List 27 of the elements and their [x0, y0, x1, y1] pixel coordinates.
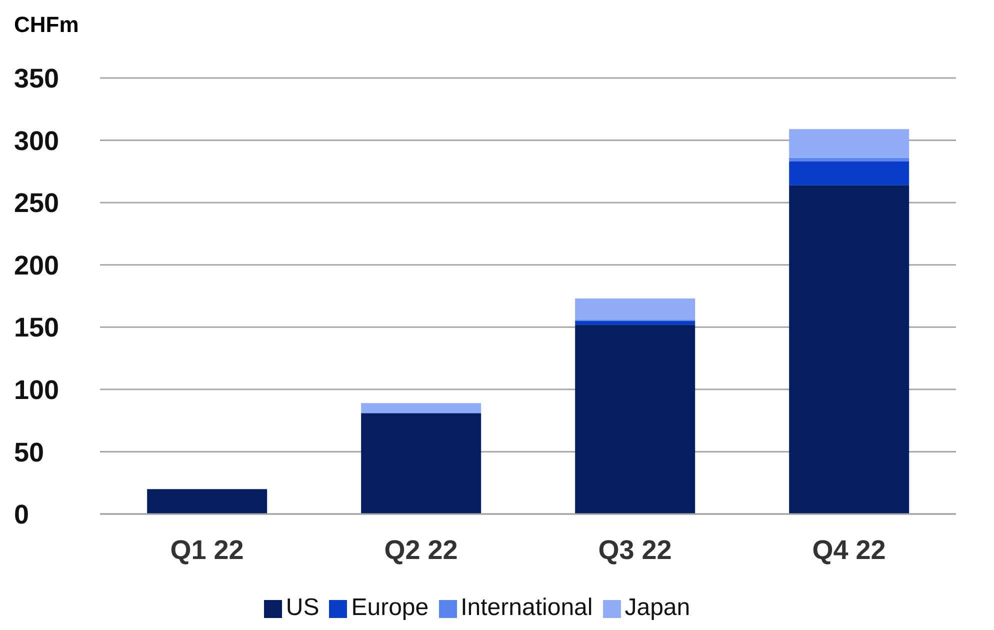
legend-label: International: [460, 594, 593, 621]
y-tick-label: 350: [14, 64, 60, 94]
y-tick-label: 150: [14, 312, 60, 343]
x-tick-label: Q2 22: [384, 535, 458, 566]
x-tick-label: Q4 22: [812, 535, 886, 566]
bar: [575, 324, 696, 514]
y-axis-title: CHFm: [14, 12, 79, 38]
bar: [789, 161, 910, 186]
y-tick-label: 250: [14, 188, 60, 218]
bar: [789, 158, 910, 162]
bar: [361, 413, 482, 514]
bar: [575, 320, 696, 325]
legend-label: US: [286, 594, 320, 621]
bar: [789, 185, 910, 514]
y-tick-label: 0: [14, 500, 30, 530]
legend-label: Europe: [351, 594, 429, 621]
y-tick-label: 300: [14, 126, 60, 156]
x-tick-label: Q1 22: [170, 535, 244, 566]
bar: [147, 489, 268, 514]
y-tick-label: 100: [14, 375, 60, 406]
bar: [789, 129, 910, 158]
bar: [361, 403, 482, 414]
y-tick-label: 50: [14, 437, 44, 468]
legend-label: Japan: [624, 594, 690, 621]
y-tick-label: 200: [14, 250, 60, 280]
x-tick-label: Q3 22: [598, 535, 672, 566]
bar: [575, 298, 696, 320]
